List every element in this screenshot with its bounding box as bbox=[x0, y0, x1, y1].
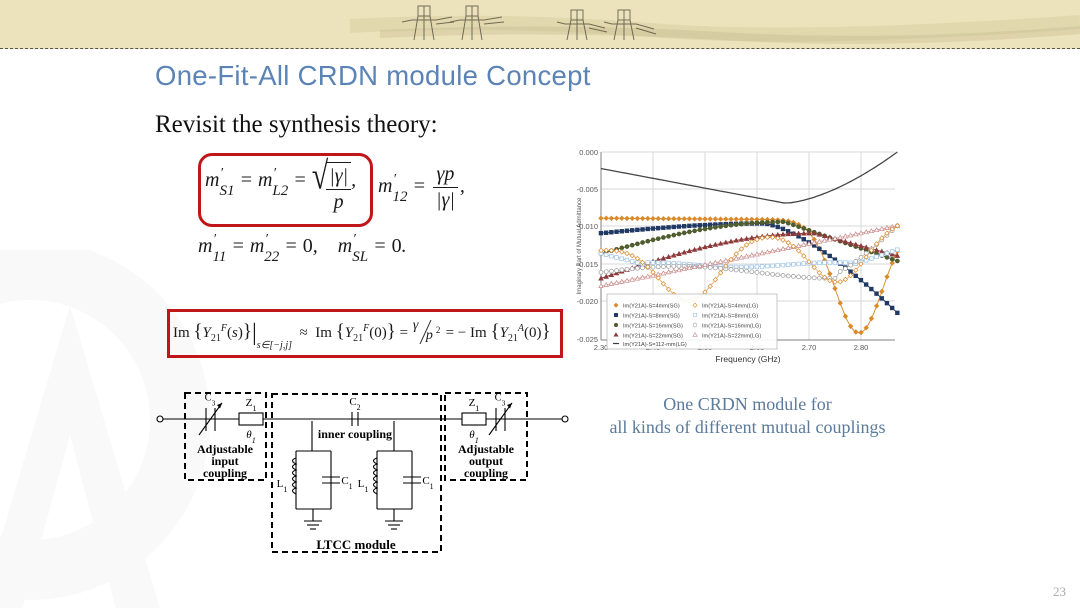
svg-text:L1: L1 bbox=[277, 478, 288, 494]
svg-text:Im(Y21A)-S=8mm(LG): Im(Y21A)-S=8mm(LG) bbox=[702, 314, 758, 320]
svg-text:Im(Y21A)-S=16mm(SG): Im(Y21A)-S=16mm(SG) bbox=[623, 324, 683, 330]
svg-text:C3: C3 bbox=[495, 393, 506, 408]
svg-text:inner coupling: inner coupling bbox=[318, 427, 392, 441]
svg-text:Im(Y21A)-S=4mm(SG): Im(Y21A)-S=4mm(SG) bbox=[623, 304, 680, 310]
svg-text:Im(Y21A)-S=112-mm(LG): Im(Y21A)-S=112-mm(LG) bbox=[623, 342, 687, 348]
svg-text:2.80: 2.80 bbox=[854, 343, 869, 352]
svg-text:C1: C1 bbox=[422, 475, 433, 491]
svg-text:-0.005: -0.005 bbox=[577, 185, 598, 194]
svg-text:C3: C3 bbox=[205, 393, 216, 408]
svg-text:LTCC module: LTCC module bbox=[316, 537, 396, 552]
svg-text:coupling: coupling bbox=[203, 466, 247, 480]
svg-text:Im(Y21A)-S=4mm(LG): Im(Y21A)-S=4mm(LG) bbox=[702, 304, 758, 310]
svg-text:Im(Y21A)-S=22mm(SG): Im(Y21A)-S=22mm(SG) bbox=[623, 334, 683, 340]
svg-text:coupling: coupling bbox=[464, 466, 508, 480]
svg-text:2.70: 2.70 bbox=[802, 343, 817, 352]
svg-text:Im(Y21A)-S=16mm(LG): Im(Y21A)-S=16mm(LG) bbox=[702, 324, 761, 330]
svg-text:2.30: 2.30 bbox=[594, 343, 609, 352]
svg-text:Im(Y21A)-S=8mm(SG): Im(Y21A)-S=8mm(SG) bbox=[623, 314, 680, 320]
svg-text:Im(Y21A)-S=22mm(LG): Im(Y21A)-S=22mm(LG) bbox=[702, 334, 761, 340]
svg-text:L1: L1 bbox=[358, 478, 369, 494]
svg-text:Frequency (GHz): Frequency (GHz) bbox=[715, 354, 780, 364]
svg-text:Z1: Z1 bbox=[246, 397, 257, 413]
svg-text:-0.020: -0.020 bbox=[577, 297, 598, 306]
svg-text:Imaginary Part of Mutual Admit: Imaginary Part of Mutual Admittance bbox=[577, 197, 583, 294]
svg-text:Z1: Z1 bbox=[469, 397, 480, 413]
svg-text:0.000: 0.000 bbox=[579, 148, 598, 157]
svg-text:C2: C2 bbox=[349, 396, 360, 412]
svg-text:C1: C1 bbox=[341, 475, 352, 491]
